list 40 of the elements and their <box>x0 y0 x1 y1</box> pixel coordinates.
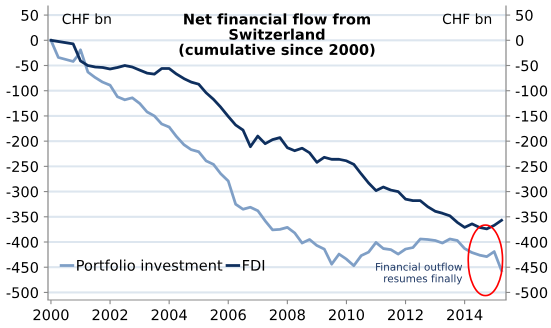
y-tick-label: 0 <box>30 35 38 46</box>
text: Net financial flow from Switzerland (cumulative since 2000) <box>180 13 374 57</box>
x-tick-label: 2006 <box>210 309 246 320</box>
annotation: Financial outflow resumes finally <box>376 262 462 284</box>
x-tick-label: 2008 <box>270 309 305 320</box>
y-tick-label: -400 <box>6 236 38 248</box>
x-tick-label: 2002 <box>92 309 128 320</box>
legend-label: Portfolio investment <box>77 260 222 271</box>
y2-tick-label: -100 <box>516 85 548 96</box>
x-tick-label: 2000 <box>33 309 69 320</box>
y2-tick-label: -500 <box>516 287 548 298</box>
y2-tick-label: -400 <box>516 236 548 248</box>
y2-axis-title: CHF bn <box>442 13 492 24</box>
x-tick-label: 2004 <box>152 309 187 320</box>
x-tick-label: 2010 <box>328 309 364 320</box>
y2-tick-label: -200 <box>516 136 548 147</box>
x-tick-label: 2012 <box>388 309 423 320</box>
y-tick-label: -500 <box>6 287 38 298</box>
line-series <box>50 38 503 230</box>
y-tick-label: -250 <box>6 161 38 172</box>
y2-tick-label: -50 <box>516 60 538 72</box>
x-tick-label: 2014 <box>447 309 482 320</box>
y-tick-label: -100 <box>6 85 38 96</box>
y-axis-title: CHF bn <box>62 13 111 24</box>
y2-tick-label: -250 <box>516 161 548 172</box>
y-tick-label: -350 <box>6 212 38 223</box>
y2-tick-label: 50 <box>516 10 533 21</box>
y2-tick-label: -150 <box>516 110 548 122</box>
y-tick-label: -450 <box>6 262 38 273</box>
y-tick-label: 50 <box>22 10 38 21</box>
y-tick-label: -50 <box>16 60 38 72</box>
y-tick-label: -150 <box>6 110 38 122</box>
y2-tick-label: 0 <box>516 35 524 46</box>
y-tick-label: -200 <box>6 136 38 147</box>
y-tick-label: -300 <box>6 186 38 198</box>
y2-tick-label: -350 <box>516 212 548 223</box>
line-series <box>50 38 503 272</box>
y2-tick-label: -450 <box>516 262 548 273</box>
y2-tick-label: -300 <box>516 186 548 198</box>
legend-label: FDI <box>243 260 264 271</box>
